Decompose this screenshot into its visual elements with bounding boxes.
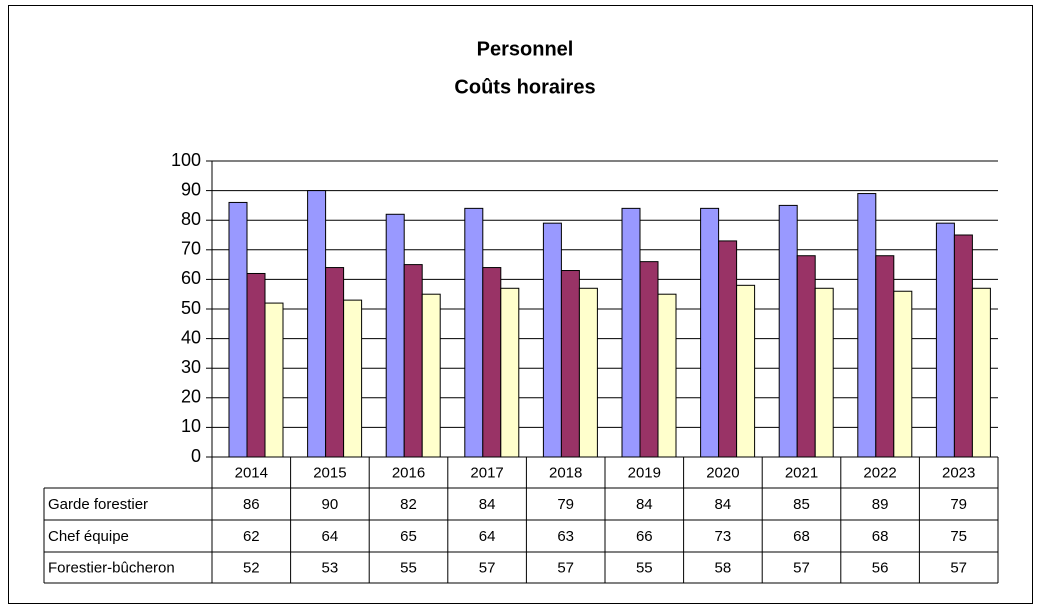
bar [578,287,598,458]
table-value: 52 [243,559,260,576]
y-tick-label: 40 [181,327,201,347]
bar [796,255,816,458]
y-tick-label: 100 [171,150,201,170]
bar [421,293,441,458]
bar [307,190,327,458]
table-value: 84 [636,496,653,513]
table-value: 64 [479,528,496,545]
x-tick-label: 2017 [470,464,503,481]
table-value: 90 [322,496,339,513]
bar [482,267,502,458]
bar [657,293,677,458]
x-tick-label: 2022 [863,464,896,481]
legend-label: Forestier-bûcheron [48,559,175,576]
table-value: 89 [872,496,889,513]
table-value: 57 [793,559,810,576]
y-tick-label: 50 [181,298,201,318]
bar [621,207,641,458]
bar [500,287,520,458]
table-value: 55 [400,559,417,576]
y-tick-label: 60 [181,268,201,288]
table-value: 55 [636,559,653,576]
y-tick-label: 20 [181,387,201,407]
table-value: 84 [479,496,496,513]
bar [264,302,284,458]
bar [403,264,423,458]
bar [736,284,756,458]
bar [464,207,484,458]
bar [893,290,913,458]
table-value: 75 [950,528,967,545]
bar [778,204,798,458]
bar [542,222,562,458]
bar [385,213,405,458]
table-value: 57 [557,559,574,576]
table-value: 84 [715,496,732,513]
x-tick-label: 2023 [942,464,975,481]
x-tick-label: 2020 [706,464,739,481]
y-tick-label: 70 [181,239,201,259]
x-tick-label: 2018 [549,464,582,481]
y-tick-label: 10 [181,416,201,436]
bar [935,222,955,458]
bar [560,270,580,458]
table-value: 63 [557,528,574,545]
bar [343,299,363,458]
bar [700,207,720,458]
legend-label: Garde forestier [48,496,148,513]
chart-subtitle: Coûts horaires [454,76,595,98]
table-value: 64 [322,528,339,545]
bar [857,193,877,458]
bar [325,267,345,458]
table-value: 58 [715,559,732,576]
table-value: 68 [793,528,810,545]
bar [953,234,973,458]
table-value: 66 [636,528,653,545]
x-tick-label: 2019 [628,464,661,481]
bar [875,255,895,458]
table-value: 82 [400,496,417,513]
table-value: 57 [950,559,967,576]
bar [814,287,834,458]
bar [246,272,266,458]
table-value: 56 [872,559,889,576]
y-tick-label: 30 [181,357,201,377]
table-value: 79 [557,496,574,513]
table-value: 62 [243,528,260,545]
x-tick-label: 2015 [313,464,346,481]
table-value: 73 [715,528,732,545]
bar [639,261,659,458]
y-tick-label: 80 [181,209,201,229]
x-tick-label: 2016 [392,464,425,481]
x-tick-label: 2014 [235,464,268,481]
bar [228,201,248,458]
table-value: 53 [322,559,339,576]
x-tick-label: 2021 [785,464,818,481]
legend-label: Chef équipe [48,528,129,545]
table-value: 68 [872,528,889,545]
bar [971,287,991,458]
table-value: 57 [479,559,496,576]
table-value: 86 [243,496,260,513]
y-tick-label: 90 [181,179,201,199]
chart-title: Personnel [477,38,574,60]
bar [718,240,738,458]
table-value: 65 [400,528,417,545]
y-tick-label: 0 [191,446,201,466]
table-value: 79 [950,496,967,513]
table-value: 85 [793,496,810,513]
